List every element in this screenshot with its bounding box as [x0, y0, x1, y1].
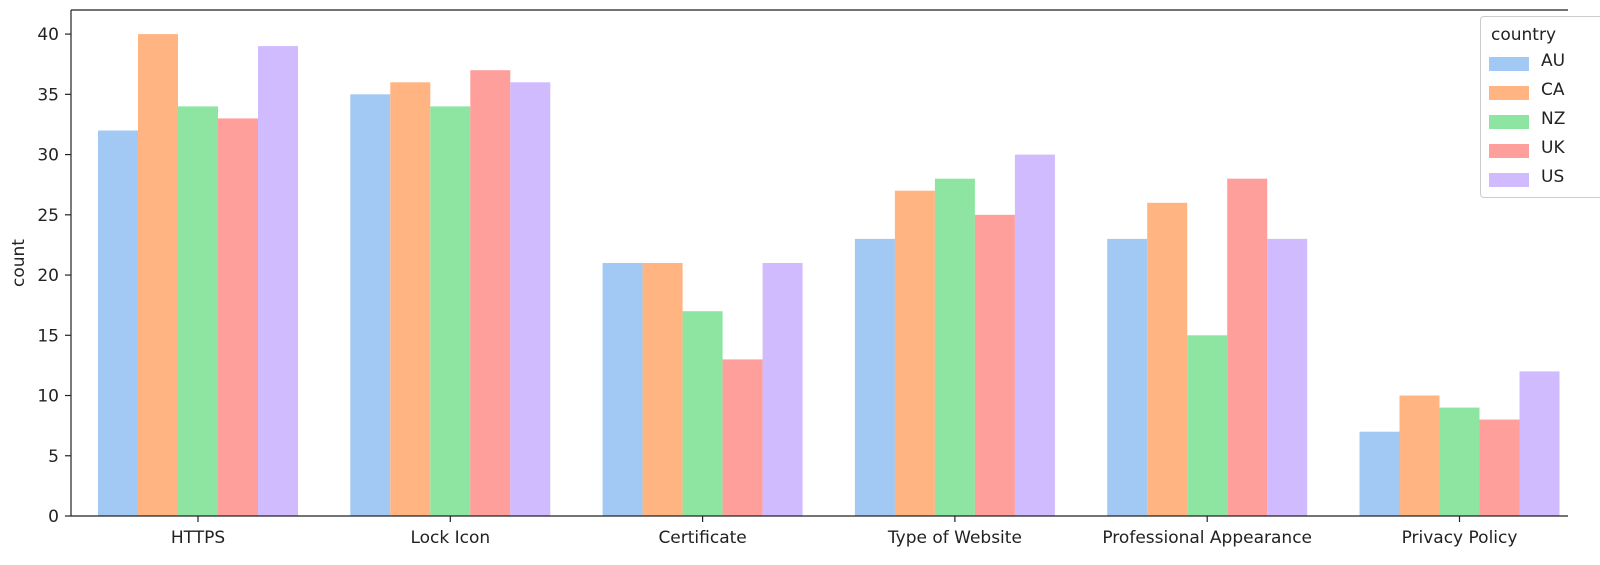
bar-ca-0 [138, 34, 178, 516]
legend-title: country [1491, 25, 1557, 45]
y-tick-label: 35 [37, 85, 59, 105]
legend-swatch [1489, 86, 1529, 100]
bar-uk-5 [1479, 419, 1520, 516]
axes-group: 0 5 10 15 20 25 30 35 40 HTTPS Lock Icon Certificat… [37, 9, 1568, 548]
x-tick-label: Privacy Policy [1402, 528, 1518, 548]
y-axis-label: count [9, 239, 29, 287]
bar-nz-4 [1187, 335, 1228, 516]
y-tick-label: 0 [48, 507, 59, 527]
y-tick-label: 40 [37, 25, 59, 45]
bar-au-0 [98, 130, 138, 516]
bar-au-4 [1107, 238, 1148, 516]
bar-au-5 [1359, 431, 1400, 516]
legend-swatch [1489, 115, 1529, 129]
y-tick-label: 10 [37, 387, 59, 407]
bar-au-1 [350, 94, 391, 517]
y-tick-label: 25 [37, 206, 59, 226]
bar-nz-1 [430, 106, 471, 517]
legend-label: CA [1541, 80, 1565, 100]
bar-au-2 [602, 263, 643, 516]
y-tick-label: 5 [48, 447, 59, 467]
x-tick-label: Type of Website [887, 528, 1022, 548]
bar-uk-3 [974, 214, 1015, 517]
bar-uk-2 [722, 359, 763, 516]
bar-au-3 [854, 238, 895, 516]
legend-swatch [1489, 144, 1529, 158]
bar-ca-4 [1147, 202, 1188, 517]
bar-nz-2 [682, 311, 723, 516]
bar-nz-5 [1439, 407, 1480, 516]
bar-uk-1 [470, 70, 511, 516]
bar-uk-4 [1227, 178, 1268, 516]
bar-nz-3 [934, 178, 975, 516]
x-tick-label: Professional Appearance [1102, 528, 1312, 548]
legend-label: AU [1541, 51, 1566, 71]
legend-label: US [1541, 167, 1565, 187]
bar-us-3 [1014, 154, 1055, 516]
bar-nz-0 [178, 106, 218, 517]
x-tick-label: Lock Icon [410, 528, 490, 548]
x-tick-label: Certificate [658, 528, 746, 548]
legend-label: UK [1541, 138, 1565, 158]
legend-swatch [1489, 57, 1529, 71]
bar-uk-0 [218, 118, 258, 517]
bar-us-1 [510, 82, 551, 517]
legend-swatch [1489, 173, 1529, 187]
y-tick-label: 30 [37, 146, 59, 166]
bar-ca-2 [642, 263, 683, 516]
bar-us-0 [258, 46, 298, 516]
bar-ca-5 [1399, 395, 1440, 516]
x-tick-label: HTTPS [171, 528, 225, 548]
legend-label: NZ [1541, 109, 1566, 129]
bar-us-5 [1519, 371, 1560, 516]
bars-group [98, 34, 1560, 517]
legend: country AU CA NZ UK US [1480, 16, 1600, 198]
bar-ca-3 [894, 190, 935, 516]
bar-us-2 [762, 263, 803, 516]
y-tick-label: 15 [37, 326, 59, 346]
bar-ca-1 [390, 82, 431, 517]
y-tick-label: 20 [37, 266, 59, 286]
bar-us-4 [1267, 238, 1308, 516]
